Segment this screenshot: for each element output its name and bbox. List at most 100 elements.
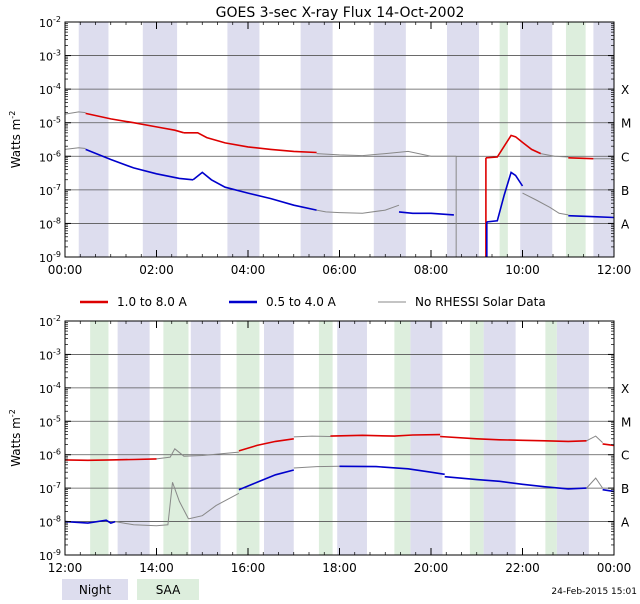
night-band bbox=[264, 321, 294, 555]
night-band bbox=[300, 22, 333, 257]
x-tick-label: 08:00 bbox=[414, 263, 449, 277]
y-tick-label: 10-7 bbox=[39, 183, 61, 198]
saa-band bbox=[90, 321, 109, 555]
y-tick-label: 10-3 bbox=[39, 347, 61, 362]
series-short_b bbox=[238, 469, 295, 491]
night-swatch bbox=[62, 579, 128, 600]
x-tick-label: 02:00 bbox=[139, 263, 174, 277]
series-short_gray2 bbox=[316, 204, 400, 214]
night-band bbox=[227, 22, 260, 257]
y-tick-label: 10-9 bbox=[39, 250, 61, 265]
y-tick-label: 10-2 bbox=[39, 15, 61, 30]
series-short bbox=[85, 148, 194, 181]
flare-class-label: X bbox=[621, 83, 629, 97]
series-short_mid bbox=[398, 211, 454, 216]
x-tick-label: 10:00 bbox=[505, 263, 540, 277]
series-long_b bbox=[238, 438, 294, 452]
series-short_gray_a bbox=[115, 482, 189, 527]
bottom-legend: Night SAA 24-Feb-2015 15:01 bbox=[62, 579, 637, 600]
series-long bbox=[85, 112, 185, 134]
saa-band bbox=[565, 22, 586, 257]
series-short_gray bbox=[65, 147, 86, 150]
y-tick-label: 10-5 bbox=[39, 116, 61, 131]
y-tick-label: 10-6 bbox=[39, 149, 61, 164]
series-long_gray2 bbox=[316, 150, 457, 157]
series-short_end bbox=[568, 214, 614, 219]
series-long_flare bbox=[183, 132, 317, 154]
flare-class-label: C bbox=[621, 150, 629, 164]
series-long_d bbox=[440, 435, 587, 443]
legend-none-label: No RHESSI Solar Data bbox=[415, 295, 546, 309]
night-band bbox=[556, 321, 589, 555]
x-tick-label: 14:00 bbox=[139, 561, 174, 575]
x-tick-label: 04:00 bbox=[231, 263, 266, 277]
night-band bbox=[373, 22, 406, 257]
y-tick-label: 10-2 bbox=[39, 314, 61, 329]
night-band bbox=[520, 22, 553, 257]
series-short_d bbox=[444, 475, 587, 490]
y-tick-label: 10-6 bbox=[39, 448, 61, 463]
flare-class-label: X bbox=[621, 382, 629, 396]
series-long_a bbox=[65, 458, 157, 462]
series-short_post bbox=[485, 171, 524, 223]
legend-short-label: 0.5 to 4.0 A bbox=[266, 295, 337, 309]
series-short_flare bbox=[192, 171, 317, 211]
y-tick-label: 10-9 bbox=[39, 548, 61, 563]
series-long_end bbox=[568, 157, 594, 160]
night-band bbox=[142, 22, 178, 257]
x-tick-label: 20:00 bbox=[414, 561, 449, 575]
chart-title: GOES 3-sec X-ray Flux 14-Oct-2002 bbox=[216, 5, 465, 21]
series-long_e bbox=[602, 443, 614, 447]
series-long_gray_b bbox=[293, 435, 331, 438]
x-tick-label: 00:00 bbox=[48, 263, 83, 277]
panel-2: 10-2 10-3 10-4 10-5 10-6 10-7 10-8 10-9 X M C B A Wat… bbox=[8, 314, 631, 575]
saa-band bbox=[318, 321, 333, 555]
y-tick-label: 10-5 bbox=[39, 414, 61, 429]
y-tick-label: 10-4 bbox=[39, 381, 61, 396]
y-tick-label: 10-3 bbox=[39, 49, 61, 64]
series-long_gray_a bbox=[156, 448, 239, 460]
series-long_gray_c bbox=[586, 435, 603, 443]
y-axis-title: Watts m-2 bbox=[8, 111, 23, 169]
x-tick-label: 12:00 bbox=[48, 561, 83, 575]
night-band bbox=[117, 321, 150, 555]
panel-1: 10-2 10-3 10-4 10-5 10-6 10-7 10-8 10-9 X M C B A Wat… bbox=[8, 15, 631, 277]
x-tick-label: 12:00 bbox=[597, 263, 632, 277]
flare-class-label: C bbox=[621, 449, 629, 463]
saa-label: SAA bbox=[156, 583, 181, 597]
night-band bbox=[337, 321, 367, 555]
x-tick-label: 16:00 bbox=[231, 561, 266, 575]
saa-swatch bbox=[137, 579, 199, 600]
flare-class-label: M bbox=[621, 415, 631, 429]
night-label: Night bbox=[79, 583, 112, 597]
y-tick-label: 10-8 bbox=[39, 216, 61, 231]
series-short_gray_d bbox=[586, 477, 604, 489]
series-long_post bbox=[485, 134, 542, 159]
flare-class-label: A bbox=[621, 516, 630, 530]
y-tick-label: 10-8 bbox=[39, 515, 61, 530]
night-band bbox=[190, 321, 221, 555]
series-short_gray3 bbox=[522, 192, 569, 216]
timestamp: 24-Feb-2015 15:01 bbox=[551, 587, 637, 597]
saa-band bbox=[394, 321, 411, 555]
series-short_gray_c bbox=[293, 465, 340, 469]
x-tick-label: 06:00 bbox=[322, 263, 357, 277]
night-band bbox=[410, 321, 443, 555]
legend: 1.0 to 8.0 A 0.5 to 4.0 A No RHESSI Sola… bbox=[80, 295, 546, 309]
flare-class-label: B bbox=[621, 482, 629, 496]
series-short_gray_b bbox=[188, 492, 240, 520]
series-long_c bbox=[330, 433, 441, 437]
flare-class-label: B bbox=[621, 184, 629, 198]
x-tick-label: 00:00 bbox=[597, 561, 632, 575]
saa-band bbox=[545, 321, 557, 555]
y-tick-label: 10-7 bbox=[39, 481, 61, 496]
flare-class-label: M bbox=[621, 117, 631, 131]
series-short_a bbox=[65, 519, 116, 524]
saa-band bbox=[163, 321, 189, 555]
x-tick-label: 18:00 bbox=[322, 561, 357, 575]
legend-long-label: 1.0 to 8.0 A bbox=[117, 295, 188, 309]
saa-band bbox=[236, 321, 260, 555]
saa-band bbox=[499, 22, 508, 257]
